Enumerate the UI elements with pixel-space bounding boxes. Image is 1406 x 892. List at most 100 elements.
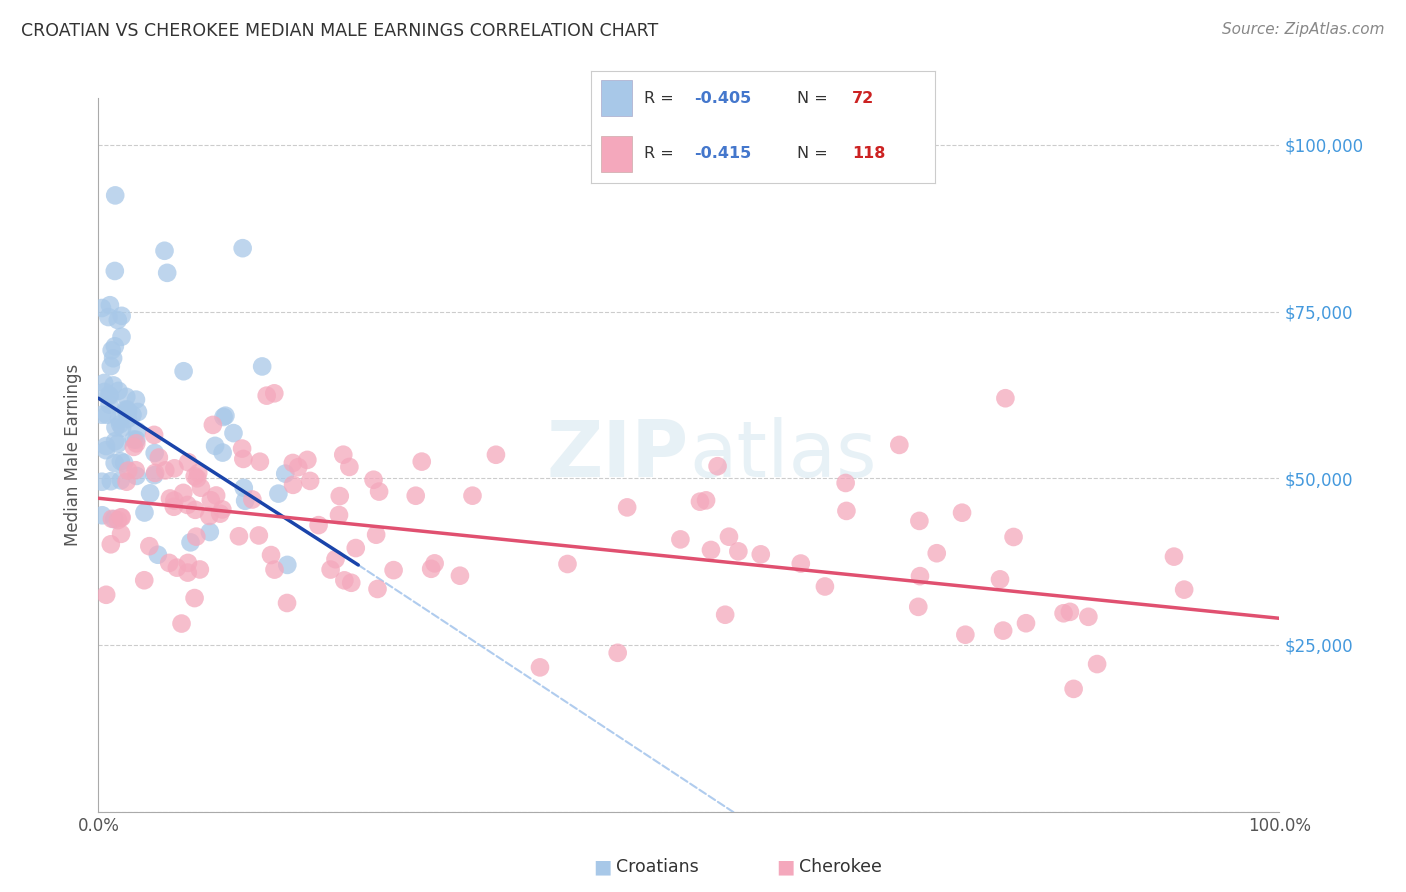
Text: Cherokee: Cherokee bbox=[799, 858, 882, 876]
Point bbox=[100, 474, 122, 488]
Point bbox=[925, 546, 948, 560]
Point bbox=[214, 409, 236, 423]
Point bbox=[125, 424, 148, 438]
Point bbox=[200, 493, 222, 508]
Point bbox=[159, 491, 181, 506]
Point bbox=[228, 529, 250, 543]
Point bbox=[163, 500, 186, 514]
Point bbox=[276, 596, 298, 610]
Point bbox=[117, 402, 139, 417]
Point bbox=[177, 566, 200, 580]
Point bbox=[232, 241, 254, 255]
Point bbox=[222, 426, 245, 441]
Point bbox=[209, 507, 232, 521]
FancyBboxPatch shape bbox=[600, 136, 631, 171]
Point bbox=[1163, 549, 1185, 564]
Point bbox=[714, 607, 737, 622]
Point bbox=[211, 502, 233, 516]
Point bbox=[177, 556, 200, 570]
Point bbox=[143, 428, 166, 442]
Point bbox=[115, 404, 138, 418]
Text: -0.405: -0.405 bbox=[695, 91, 751, 105]
Point bbox=[1002, 530, 1025, 544]
Point bbox=[93, 384, 115, 399]
Point bbox=[98, 298, 121, 312]
Point bbox=[170, 616, 193, 631]
Point bbox=[281, 478, 304, 492]
Point bbox=[104, 188, 127, 202]
Point bbox=[107, 384, 129, 398]
Y-axis label: Median Male Earnings: Median Male Earnings bbox=[65, 364, 83, 546]
Text: atlas: atlas bbox=[689, 417, 876, 493]
Point bbox=[908, 514, 931, 528]
Point bbox=[91, 301, 114, 315]
Point bbox=[103, 512, 125, 526]
Point bbox=[111, 421, 134, 435]
Point bbox=[717, 530, 740, 544]
Point bbox=[276, 558, 298, 572]
Point bbox=[101, 512, 124, 526]
Point bbox=[100, 359, 122, 373]
Point bbox=[110, 526, 132, 541]
Point bbox=[107, 313, 129, 327]
Point bbox=[148, 450, 170, 465]
Text: Source: ZipAtlas.com: Source: ZipAtlas.com bbox=[1222, 22, 1385, 37]
Point bbox=[814, 579, 837, 593]
Point bbox=[127, 405, 149, 419]
Point bbox=[328, 508, 350, 522]
Point bbox=[186, 471, 208, 485]
Point bbox=[250, 359, 273, 374]
Point bbox=[166, 560, 188, 574]
Point bbox=[405, 489, 427, 503]
Point bbox=[110, 330, 132, 344]
Point bbox=[107, 436, 129, 450]
Point bbox=[91, 408, 114, 422]
Point bbox=[281, 456, 304, 470]
Point bbox=[104, 420, 127, 434]
Point bbox=[115, 390, 138, 404]
Point bbox=[332, 448, 354, 462]
FancyBboxPatch shape bbox=[600, 80, 631, 116]
Text: ■: ■ bbox=[776, 857, 794, 877]
Point bbox=[104, 456, 127, 470]
Point bbox=[156, 266, 179, 280]
Point bbox=[111, 510, 134, 524]
Point bbox=[163, 461, 186, 475]
Point bbox=[485, 448, 508, 462]
Point bbox=[1063, 681, 1085, 696]
Point bbox=[108, 417, 131, 432]
Point bbox=[204, 439, 226, 453]
Point bbox=[366, 527, 388, 541]
Point bbox=[263, 563, 285, 577]
Point bbox=[232, 451, 254, 466]
Point bbox=[557, 557, 579, 571]
Point bbox=[146, 548, 169, 562]
Point bbox=[616, 500, 638, 515]
Point bbox=[143, 468, 166, 483]
Point bbox=[907, 599, 929, 614]
Point bbox=[247, 528, 270, 542]
Point bbox=[97, 310, 120, 324]
Point bbox=[835, 504, 858, 518]
Point bbox=[889, 438, 911, 452]
Point bbox=[211, 445, 233, 459]
Point bbox=[101, 351, 124, 366]
Text: 72: 72 bbox=[852, 91, 875, 105]
Point bbox=[529, 660, 551, 674]
Text: ZIP: ZIP bbox=[547, 417, 689, 493]
Point bbox=[107, 513, 129, 527]
Point bbox=[100, 537, 122, 551]
Point bbox=[110, 473, 132, 487]
Point bbox=[340, 575, 363, 590]
Point bbox=[125, 436, 148, 450]
Point bbox=[908, 569, 931, 583]
Point bbox=[1059, 605, 1081, 619]
Point bbox=[96, 588, 118, 602]
Point bbox=[104, 434, 127, 449]
Point bbox=[124, 463, 146, 477]
Point bbox=[93, 376, 115, 390]
Point bbox=[98, 389, 121, 403]
Text: R =: R = bbox=[644, 91, 679, 105]
Point bbox=[233, 493, 256, 508]
Point bbox=[319, 563, 342, 577]
